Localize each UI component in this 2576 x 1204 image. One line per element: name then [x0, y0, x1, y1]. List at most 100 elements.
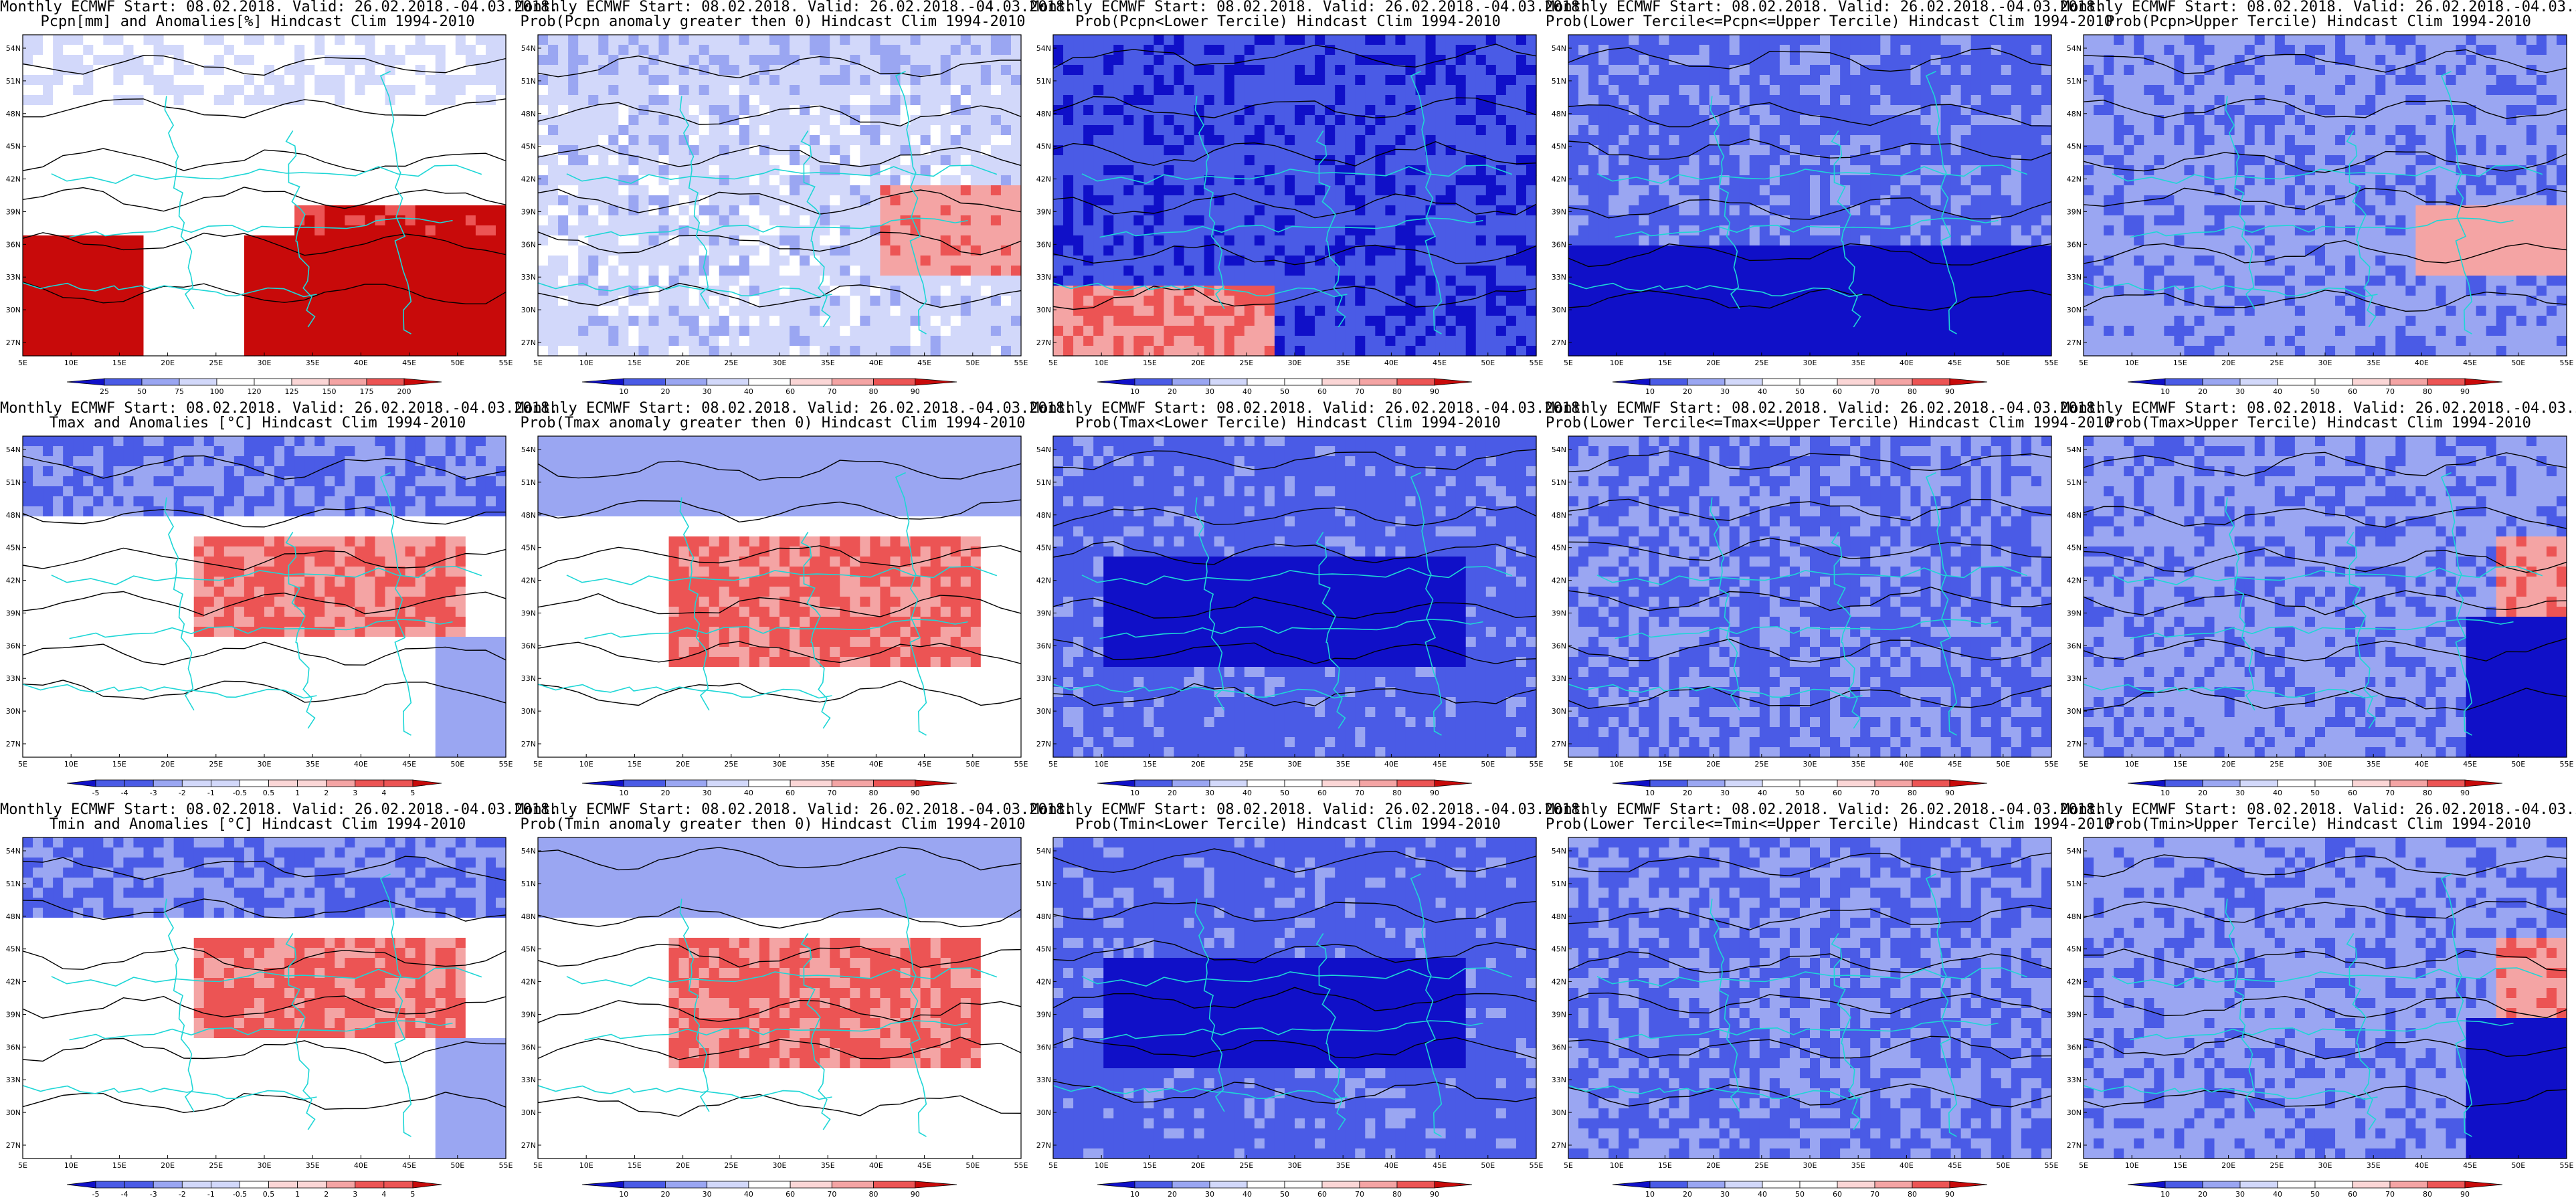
- lon-tick-label: 35E: [821, 1161, 835, 1170]
- colorbar-label: 80: [869, 387, 879, 396]
- coastlines: [1568, 472, 2028, 736]
- colorbar-label: 60: [2348, 1190, 2357, 1199]
- colorbar-box: [240, 1181, 269, 1189]
- lat-tick-label: 27N: [1036, 1141, 1051, 1150]
- lon-tick-label: 10E: [579, 1161, 593, 1170]
- panel-title-line2: Prob(Lower Tercile<=Tmin<=Upper Tercile)…: [1546, 817, 2113, 832]
- colorbar-box: [326, 1181, 356, 1189]
- lon-tick-label: 10E: [2125, 1161, 2139, 1170]
- colorbar-box: [1837, 378, 1875, 386]
- lat-tick-label: 33N: [1036, 1076, 1051, 1084]
- colorbar-box: [210, 1181, 240, 1189]
- colorbar-box: [66, 378, 105, 386]
- lon-tick-label: 30E: [773, 760, 787, 769]
- lat-tick-label: 54N: [6, 445, 21, 454]
- colorbar-label: 20: [1168, 1190, 1177, 1199]
- lon-tick-label: 20E: [1191, 1161, 1205, 1170]
- lat-tick-label: 36N: [1036, 1043, 1051, 1051]
- lat-tick-label: 45N: [521, 544, 536, 553]
- lon-tick-label: 5E: [2079, 359, 2088, 367]
- colorbar-label: 30: [703, 387, 712, 396]
- colorbar-label: 70: [1870, 387, 1879, 396]
- colorbar-label: 90: [911, 789, 920, 797]
- lon-tick-label: 45E: [402, 1161, 416, 1170]
- colorbar-label: 70: [827, 789, 836, 797]
- colorbar-label: 0.5: [263, 789, 275, 797]
- map-panel: 27N 30N 33N 36N 39N 42N 45N 48N 51N 54N 5E 10E 15E 20…: [0, 401, 558, 803]
- panel-title-line1: Monthly ECMWF Start: 08.02.2018. Valid: …: [0, 401, 558, 416]
- colorbar-label: 50: [137, 387, 147, 396]
- lon-tick-label: 55E: [1530, 1161, 1544, 1170]
- colorbar-label: 90: [2460, 387, 2470, 396]
- colorbar-label: -2: [179, 1190, 186, 1199]
- colorbar-label: 30: [1720, 387, 1730, 396]
- lat-tick-label: 42N: [6, 978, 21, 987]
- colorbar-box: [124, 779, 154, 787]
- lat-tick-label: 45N: [2067, 544, 2082, 553]
- colorbar: 10 20 30 40 50 60 70 80 90: [1612, 1181, 1988, 1199]
- lon-tick-label: 25E: [209, 760, 223, 769]
- colorbar-box: [2127, 779, 2166, 787]
- colorbar-label: 80: [869, 789, 879, 797]
- colorbar-box: [1799, 1181, 1838, 1189]
- lat-tick-label: 48N: [1552, 511, 1566, 520]
- coastlines: [1568, 873, 2028, 1137]
- colorbar-box: [383, 1181, 413, 1189]
- lon-tick-label: 40E: [869, 760, 883, 769]
- colorbar-box: [355, 779, 385, 787]
- lon-tick-label: 25E: [724, 1161, 738, 1170]
- colorbar-label: 60: [1317, 789, 1327, 797]
- lon-tick-label: 35E: [1851, 1161, 1865, 1170]
- lat-tick-label: 30N: [521, 1108, 536, 1117]
- colorbar: -5 -4 -3 -2 -1 -0.5 0.5 1 2 3 4 5: [66, 779, 442, 797]
- lat-tick-label: 27N: [1036, 740, 1051, 748]
- lon-tick-label: 5E: [18, 760, 27, 769]
- lat-tick-label: 51N: [6, 880, 21, 888]
- colorbar-label: 50: [1795, 1190, 1805, 1199]
- lon-tick-label: 45E: [1948, 1161, 1962, 1170]
- colorbar-label: 30: [2235, 789, 2245, 797]
- colorbar-label: 90: [1430, 1190, 1439, 1199]
- colorbar-box: [268, 1181, 298, 1189]
- lat-tick-label: 51N: [6, 77, 21, 86]
- lon-tick-label: 30E: [1288, 1161, 1302, 1170]
- colorbar-box: [2239, 779, 2278, 787]
- lat-tick-label: 33N: [1552, 1076, 1566, 1084]
- lat-tick-label: 48N: [1552, 110, 1566, 118]
- lat-tick-label: 48N: [1036, 110, 1051, 118]
- colorbar-box: [748, 779, 791, 787]
- colorbar-label: 30: [703, 789, 712, 797]
- colorbar-box: [2314, 378, 2353, 386]
- lat-tick-label: 36N: [2067, 641, 2082, 650]
- map-panel: 27N 30N 33N 36N 39N 42N 45N 48N 51N 54N 5E 10E 15E 20…: [0, 803, 558, 1204]
- lat-tick-label: 39N: [6, 207, 21, 216]
- colorbar-label: -1: [207, 789, 215, 797]
- lat-tick-label: 33N: [1552, 273, 1566, 282]
- colorbar-box: [665, 1181, 708, 1189]
- colorbar-box: [665, 779, 708, 787]
- colorbar-box: [2464, 1181, 2503, 1189]
- lat-tick-label: 33N: [1552, 674, 1566, 683]
- lat-tick-label: 42N: [2067, 577, 2082, 585]
- coastlines: [2083, 70, 2543, 334]
- lat-tick-label: 45N: [1552, 945, 1566, 954]
- colorbar-label: 10: [2160, 789, 2170, 797]
- lon-tick-label: 55E: [2560, 760, 2574, 769]
- colorbar-box: [1762, 1181, 1801, 1189]
- colorbar-box: [1724, 378, 1763, 386]
- lat-tick-label: 39N: [1036, 1010, 1051, 1019]
- lon-tick-label: 25E: [209, 1161, 223, 1170]
- colorbar-box: [1874, 1181, 1913, 1189]
- lat-tick-label: 36N: [1552, 240, 1566, 249]
- lat-axis: 27N 30N 33N 36N 39N 42N 45N 48N 51N 54N: [2067, 847, 2087, 1150]
- colorbar-label: 2: [324, 1190, 329, 1199]
- lon-tick-label: 5E: [2079, 760, 2088, 769]
- lat-tick-label: 45N: [6, 142, 21, 151]
- colorbar-label: 40: [1758, 789, 1767, 797]
- colorbar-box: [291, 378, 330, 386]
- lat-tick-label: 27N: [521, 338, 536, 347]
- lon-tick-label: 40E: [2415, 359, 2429, 367]
- colorbar-label: 10: [1130, 387, 1139, 396]
- colorbar-box: [873, 378, 916, 386]
- lat-tick-label: 54N: [1036, 44, 1051, 53]
